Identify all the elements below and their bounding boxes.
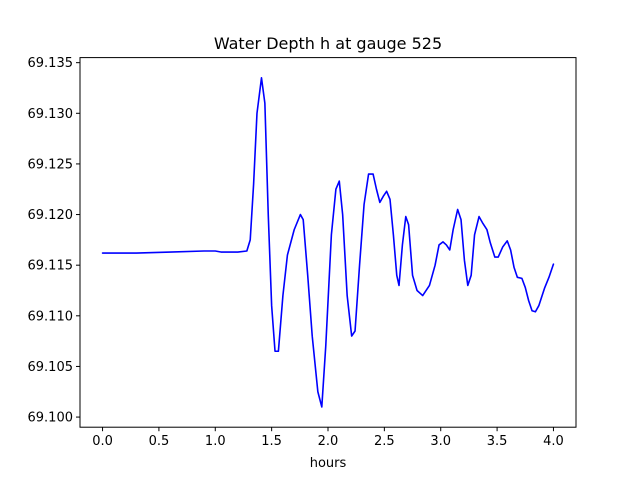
series-line — [101, 77, 555, 408]
y-tick-label: 69.105 — [28, 360, 74, 375]
y-tick-label: 69.125 — [28, 157, 74, 172]
x-tick-label: 2.5 — [374, 434, 395, 449]
x-tick-label: 4.0 — [543, 434, 564, 449]
x-tick-label: 1.5 — [261, 434, 282, 449]
x-axis-label: hours — [310, 456, 347, 471]
x-tick-label: 1.0 — [205, 434, 226, 449]
y-tick-label: 69.100 — [28, 411, 74, 426]
x-tick-label: 3.0 — [430, 434, 451, 449]
y-tick-label: 69.115 — [28, 259, 74, 274]
x-tick-label: 0.5 — [149, 434, 170, 449]
x-tick-label: 0.0 — [92, 434, 113, 449]
y-tick-label: 69.135 — [28, 56, 74, 71]
y-tick-label: 69.130 — [28, 107, 74, 122]
y-tick-label: 69.110 — [28, 309, 74, 324]
chart-title: Water Depth h at gauge 525 — [214, 34, 442, 53]
y-tick-label: 69.120 — [28, 208, 74, 223]
x-tick-label: 3.5 — [487, 434, 508, 449]
x-tick-label: 2.0 — [318, 434, 339, 449]
